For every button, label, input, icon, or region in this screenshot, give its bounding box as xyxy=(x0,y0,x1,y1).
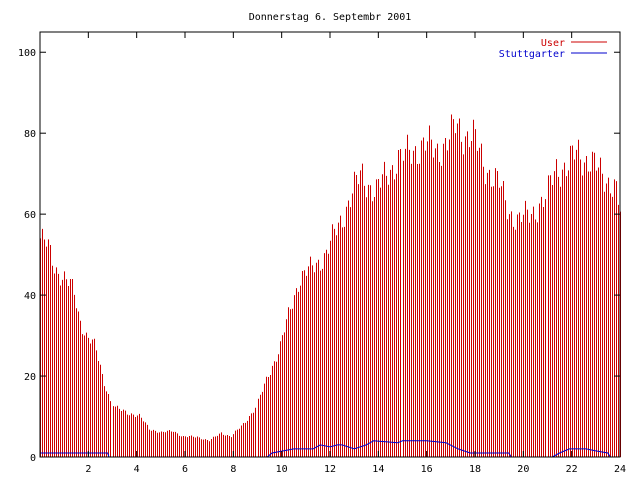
y-axis: 0 20 40 60 80 100 xyxy=(18,48,620,464)
x-tick-label: 20 xyxy=(517,464,529,475)
chart-title: Donnerstag 6. Septembr 2001 xyxy=(249,12,412,23)
x-tick-label: 14 xyxy=(372,464,384,475)
x-tick-label: 22 xyxy=(566,464,578,475)
user-bars xyxy=(40,114,621,457)
x-tick-label: 6 xyxy=(182,464,188,475)
x-tick-label: 18 xyxy=(469,464,481,475)
x-tick-label: 10 xyxy=(276,464,288,475)
y-tick-label: 80 xyxy=(24,129,36,140)
y-tick-label: 20 xyxy=(24,372,36,383)
x-tick-label: 4 xyxy=(134,464,140,475)
y-tick-label: 60 xyxy=(24,210,36,221)
stuttgarter-series-line xyxy=(40,440,620,458)
x-tick-label: 24 xyxy=(614,464,626,475)
x-tick-label: 16 xyxy=(421,464,433,475)
x-tick-label: 8 xyxy=(230,464,236,475)
x-axis: 2 4 6 8 10 12 14 16 18 20 22 24 xyxy=(85,32,626,475)
x-tick-label: 12 xyxy=(324,464,336,475)
legend: User Stuttgarter xyxy=(499,38,607,60)
legend-label-user: User xyxy=(541,38,565,49)
legend-label-stuttgarter: Stuttgarter xyxy=(499,49,565,60)
y-tick-label: 40 xyxy=(24,291,36,302)
y-tick-label: 0 xyxy=(30,453,36,464)
x-tick-label: 2 xyxy=(85,464,91,475)
y-tick-label: 100 xyxy=(18,48,36,59)
